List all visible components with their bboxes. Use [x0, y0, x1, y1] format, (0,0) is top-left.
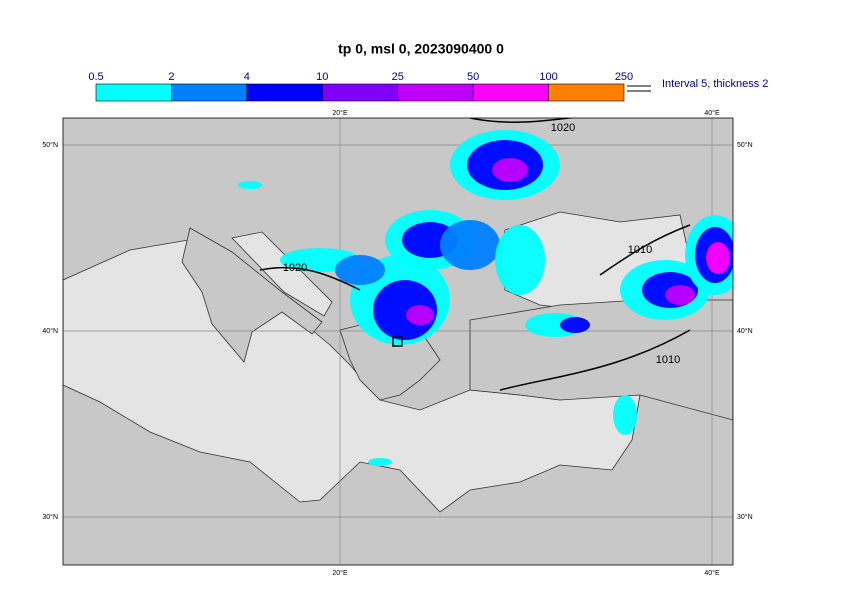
isobar: [599, 224, 691, 276]
colorbar-segment: [548, 83, 625, 102]
colorbar-segment: [472, 83, 549, 102]
precipitation: [238, 130, 733, 466]
precip-area: [238, 181, 262, 189]
colorbar-label: 50: [467, 71, 479, 83]
colorbar-label: 2: [168, 71, 174, 83]
lat-label: 50°N: [737, 141, 753, 149]
colorbar: 0.5 2 4 10 25 50 100 250: [88, 71, 633, 102]
colorbar-segment: [321, 83, 399, 102]
precip-area: [335, 255, 385, 285]
colorbar-label: 10: [316, 71, 328, 83]
map-frame: [62, 117, 734, 566]
precip-area: [560, 317, 590, 333]
precip-area: [440, 220, 500, 270]
adriatic: [231, 231, 333, 317]
map: [63, 118, 733, 565]
title: tp 0, msl 0, 2023090400 0: [338, 41, 504, 57]
precip-area: [495, 225, 545, 295]
lon-label: 40°E: [704, 109, 720, 117]
colorbar-label: 250: [615, 71, 633, 83]
colorbar-segment: [397, 83, 474, 102]
precip-area: [665, 285, 695, 305]
colorbar-label: 0.5: [88, 71, 103, 83]
colorbar-segment: [246, 83, 323, 102]
lat-label: 30°N: [737, 513, 753, 521]
precip-area: [368, 458, 392, 466]
colorbar-label: 4: [244, 71, 250, 83]
contour-label: 1010: [656, 354, 680, 366]
isobar: [499, 329, 691, 391]
precip-area: [706, 242, 730, 274]
isobar: [469, 118, 576, 123]
marker: [392, 336, 403, 347]
colorbar-label: 100: [539, 71, 557, 83]
contour-label: 1020: [283, 262, 307, 274]
precip-area: [613, 395, 637, 435]
lon-label: 20°E: [332, 109, 348, 117]
isobar: [259, 266, 361, 291]
lon-label: 40°E: [704, 569, 720, 577]
contour-label: 1020: [551, 122, 575, 134]
precip-area: [492, 158, 528, 182]
lat-label: 50°N: [42, 141, 58, 149]
legend-text: Interval 5, thickness 2: [662, 78, 768, 90]
contour-label: 1010: [628, 244, 652, 256]
colorbar-label: 25: [392, 71, 404, 83]
lat-label: 30°N: [42, 513, 58, 521]
precip-area: [406, 305, 434, 325]
lat-label: 40°N: [737, 327, 753, 335]
precip-area: [373, 280, 437, 340]
colorbar-segment: [171, 83, 248, 102]
lat-label: 40°N: [42, 327, 58, 335]
colorbar-segment: [95, 83, 172, 102]
lon-label: 20°E: [332, 569, 348, 577]
italy: [181, 227, 323, 363]
